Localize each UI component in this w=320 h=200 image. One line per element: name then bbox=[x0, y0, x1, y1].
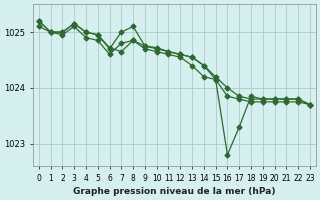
X-axis label: Graphe pression niveau de la mer (hPa): Graphe pression niveau de la mer (hPa) bbox=[73, 187, 276, 196]
